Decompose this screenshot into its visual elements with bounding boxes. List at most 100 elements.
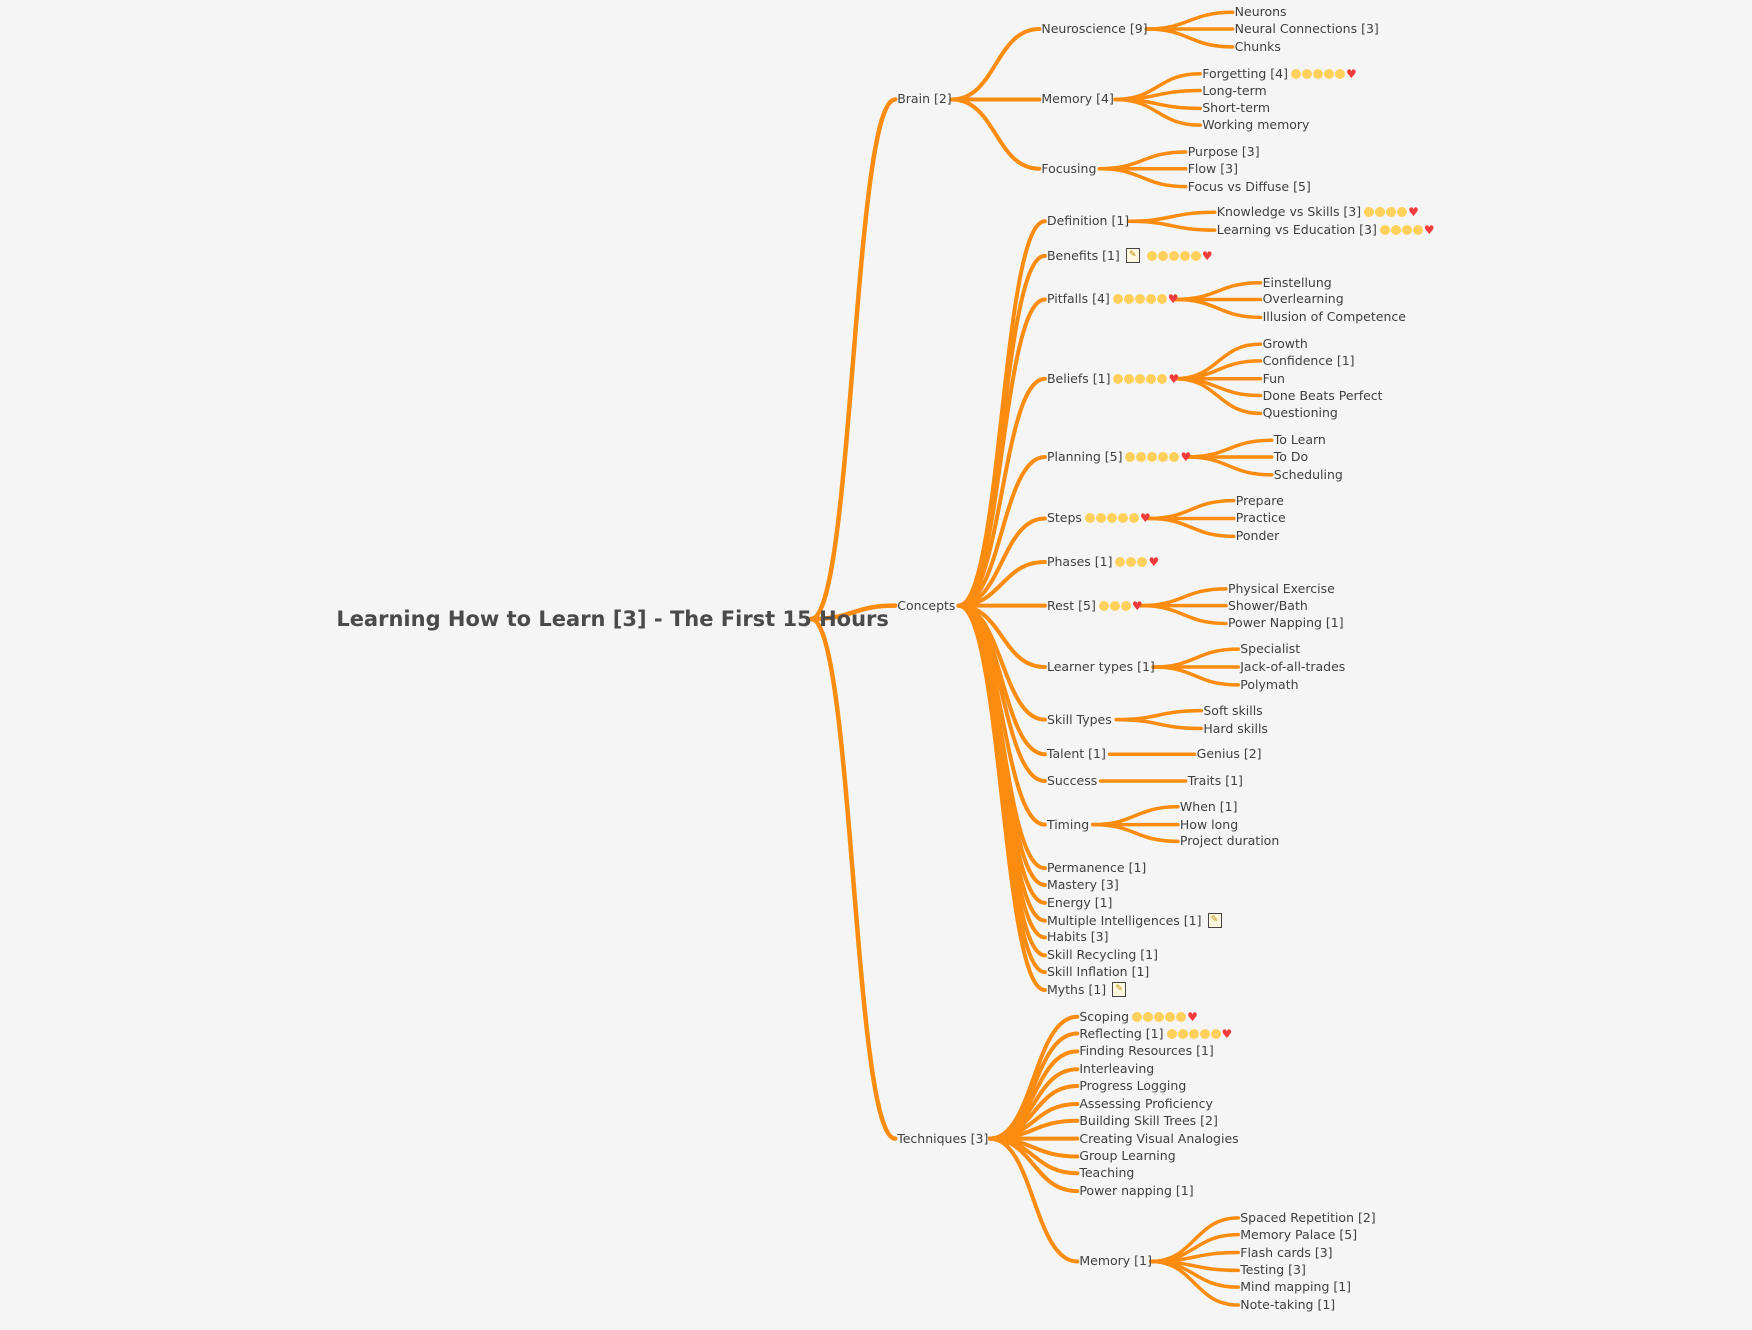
topic-label: Rest [5] bbox=[1046, 597, 1096, 613]
topic-assessing-proficiency[interactable]: Assessing Proficiency bbox=[1079, 1096, 1213, 1112]
topic-einstellung[interactable]: Einstellung bbox=[1263, 275, 1332, 291]
topic-learner-types[interactable]: Learner types [1] bbox=[1047, 659, 1155, 675]
topic-neuroscience[interactable]: Neuroscience [9] bbox=[1041, 21, 1147, 37]
topic-steps[interactable]: Steps ♥ bbox=[1047, 510, 1151, 526]
topic-hard-skills[interactable]: Hard skills bbox=[1203, 721, 1268, 737]
topic-forgetting[interactable]: Forgetting [4] ♥ bbox=[1202, 66, 1357, 82]
topic-purpose[interactable]: Purpose [3] bbox=[1188, 144, 1260, 160]
topic-genius[interactable]: Genius [2] bbox=[1197, 746, 1262, 762]
topic-prepare[interactable]: Prepare bbox=[1236, 493, 1284, 509]
topic-progress-logging[interactable]: Progress Logging bbox=[1079, 1078, 1186, 1094]
topic-reflecting[interactable]: Reflecting [1] ♥ bbox=[1079, 1026, 1232, 1042]
topic-mind-mapping[interactable]: Mind mapping [1] bbox=[1240, 1279, 1351, 1295]
topic-mastery[interactable]: Mastery [3] bbox=[1047, 877, 1119, 893]
topic-soft-skills[interactable]: Soft skills bbox=[1203, 703, 1262, 719]
topic-teaching[interactable]: Teaching bbox=[1079, 1165, 1134, 1181]
topic-skill-recycling[interactable]: Skill Recycling [1] bbox=[1047, 947, 1158, 963]
topic-learning-vs-education[interactable]: Learning vs Education [3] ♥ bbox=[1217, 222, 1435, 238]
topic-done-beats-perfect[interactable]: Done Beats Perfect bbox=[1263, 388, 1383, 404]
rating-icons: ♥ bbox=[1114, 556, 1159, 568]
topic-building-skill-trees[interactable]: Building Skill Trees [2] bbox=[1079, 1113, 1217, 1129]
topic-rest[interactable]: Rest [5] ♥ bbox=[1047, 598, 1143, 614]
topic-chunks[interactable]: Chunks bbox=[1235, 39, 1281, 55]
topic-jack-of-all-trades[interactable]: Jack-of-all-trades bbox=[1240, 659, 1345, 675]
topic-illusion-of-competence[interactable]: Illusion of Competence bbox=[1263, 309, 1406, 325]
topic-focus-vs-diffuse[interactable]: Focus vs Diffuse [5] bbox=[1188, 179, 1311, 195]
topic-project-duration[interactable]: Project duration bbox=[1180, 833, 1279, 849]
topic-brain[interactable]: Brain [2] bbox=[897, 91, 951, 107]
topic-techniques[interactable]: Techniques [3] bbox=[897, 1131, 988, 1147]
rating-dot-icon bbox=[1136, 451, 1147, 462]
topic-neurons[interactable]: Neurons bbox=[1235, 4, 1287, 20]
topic-memory[interactable]: Memory [1] bbox=[1079, 1253, 1152, 1269]
topic-how-long[interactable]: How long bbox=[1180, 817, 1238, 833]
topic-skill-inflation[interactable]: Skill Inflation [1] bbox=[1047, 964, 1149, 980]
topic-knowledge-vs-skills[interactable]: Knowledge vs Skills [3] ♥ bbox=[1217, 204, 1419, 220]
note-icon[interactable]: ✎ bbox=[1125, 248, 1140, 264]
rating-dot-icon bbox=[1335, 68, 1345, 79]
topic-note-taking[interactable]: Note-taking [1] bbox=[1240, 1297, 1335, 1313]
topic-finding-resources[interactable]: Finding Resources [1] bbox=[1079, 1043, 1213, 1059]
topic-label: Forgetting [4] bbox=[1202, 65, 1288, 81]
topic-spaced-repetition[interactable]: Spaced Repetition [2] bbox=[1240, 1210, 1375, 1226]
topic-to-learn[interactable]: To Learn bbox=[1274, 432, 1326, 448]
rating-icons: ♥ bbox=[1363, 206, 1419, 218]
topic-concepts[interactable]: Concepts bbox=[897, 598, 955, 614]
topic-multiple-intelligences[interactable]: Multiple Intelligences [1] ✎ bbox=[1047, 913, 1222, 929]
topic-flash-cards[interactable]: Flash cards [3] bbox=[1240, 1245, 1332, 1261]
topic-confidence[interactable]: Confidence [1] bbox=[1263, 353, 1355, 369]
topic-pitfalls[interactable]: Pitfalls [4] ♥ bbox=[1047, 291, 1179, 307]
rating-dot-icon bbox=[1166, 1028, 1177, 1039]
rating-icons: ♥ bbox=[1124, 451, 1191, 463]
topic-questioning[interactable]: Questioning bbox=[1263, 405, 1338, 421]
topic-myths[interactable]: Myths [1] ✎ bbox=[1047, 982, 1127, 998]
topic-neural-connections[interactable]: Neural Connections [3] bbox=[1235, 21, 1379, 37]
topic-flow[interactable]: Flow [3] bbox=[1188, 161, 1238, 177]
topic-timing[interactable]: Timing bbox=[1047, 817, 1089, 833]
topic-focusing[interactable]: Focusing bbox=[1041, 161, 1096, 177]
topic-interleaving[interactable]: Interleaving bbox=[1079, 1061, 1154, 1077]
topic-when[interactable]: When [1] bbox=[1180, 799, 1238, 815]
topic-ponder[interactable]: Ponder bbox=[1236, 528, 1279, 544]
topic-practice[interactable]: Practice bbox=[1236, 510, 1286, 526]
topic-power-napping[interactable]: Power napping [1] bbox=[1079, 1183, 1193, 1199]
topic-beliefs[interactable]: Beliefs [1] ♥ bbox=[1047, 371, 1179, 387]
topic-habits[interactable]: Habits [3] bbox=[1047, 929, 1109, 945]
topic-permanence[interactable]: Permanence [1] bbox=[1047, 860, 1146, 876]
topic-planning[interactable]: Planning [5] ♥ bbox=[1047, 449, 1191, 465]
topic-memory-palace[interactable]: Memory Palace [5] bbox=[1240, 1227, 1357, 1243]
note-icon[interactable]: ✎ bbox=[1207, 913, 1222, 929]
topic-traits[interactable]: Traits [1] bbox=[1188, 773, 1243, 789]
topic-energy[interactable]: Energy [1] bbox=[1047, 895, 1112, 911]
topic-physical-exercise[interactable]: Physical Exercise bbox=[1228, 581, 1335, 597]
topic-growth[interactable]: Growth bbox=[1263, 336, 1308, 352]
topic-short-term[interactable]: Short-term bbox=[1202, 100, 1270, 116]
topic-specialist[interactable]: Specialist bbox=[1240, 641, 1300, 657]
topic-group-learning[interactable]: Group Learning bbox=[1079, 1148, 1175, 1164]
topic-power-napping[interactable]: Power Napping [1] bbox=[1228, 615, 1344, 631]
topic-overlearning[interactable]: Overlearning bbox=[1263, 291, 1344, 307]
topic-skill-types[interactable]: Skill Types bbox=[1047, 712, 1112, 728]
note-icon[interactable]: ✎ bbox=[1112, 982, 1127, 998]
topic-talent[interactable]: Talent [1] bbox=[1047, 746, 1106, 762]
topic-phases[interactable]: Phases [1] ♥ bbox=[1047, 554, 1159, 570]
topic-shower-bath[interactable]: Shower/Bath bbox=[1228, 598, 1308, 614]
topic-success[interactable]: Success bbox=[1047, 773, 1097, 789]
topic-creating-visual-analogies[interactable]: Creating Visual Analogies bbox=[1079, 1131, 1238, 1147]
topic-label: Short-term bbox=[1202, 100, 1270, 116]
topic-benefits[interactable]: Benefits [1] ✎ ♥ bbox=[1047, 248, 1213, 264]
topic-working-memory[interactable]: Working memory bbox=[1202, 117, 1309, 133]
topic-testing[interactable]: Testing [3] bbox=[1240, 1262, 1306, 1278]
topic-fun[interactable]: Fun bbox=[1263, 371, 1285, 387]
topic-polymath[interactable]: Polymath bbox=[1240, 677, 1298, 693]
topic-long-term[interactable]: Long-term bbox=[1202, 83, 1266, 99]
topic-label: Skill Types bbox=[1046, 711, 1112, 727]
rating-icons: ♥ bbox=[1146, 250, 1213, 262]
topic-scheduling[interactable]: Scheduling bbox=[1274, 467, 1343, 483]
topic-scoping[interactable]: Scoping ♥ bbox=[1079, 1009, 1198, 1025]
topic-memory[interactable]: Memory [4] bbox=[1041, 91, 1114, 107]
central-topic[interactable]: Learning How to Learn [3] - The First 15… bbox=[336, 606, 889, 632]
topic-definition[interactable]: Definition [1] bbox=[1047, 213, 1129, 229]
topic-to-do[interactable]: To Do bbox=[1274, 449, 1308, 465]
